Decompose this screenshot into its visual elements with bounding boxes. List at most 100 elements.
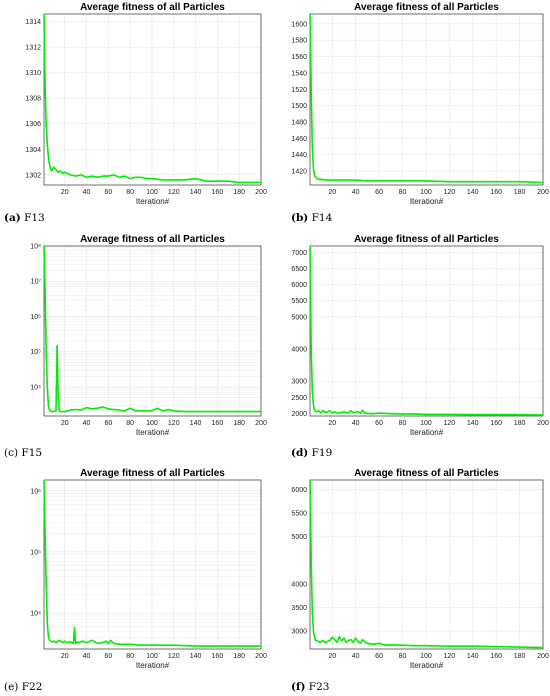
chart-panel-f19: 20 40 60 80 100 120 140 160 180 200 2000 2500 3000 40… xyxy=(275,232,550,464)
y-tick-label: 1580 xyxy=(291,38,307,45)
plot-area xyxy=(310,480,543,649)
caption-text-f23: F23 xyxy=(305,681,330,693)
chart-f22: 20 40 60 80 100 120 140 160 180 200 10⁴ 10⁵ 10⁶ Avera… xyxy=(30,468,267,670)
y-tick-label: 5500 xyxy=(291,298,307,305)
x-tick-label: 40 xyxy=(352,189,360,196)
x-tick-label: 60 xyxy=(104,189,112,196)
y-tick-label: 1600 xyxy=(291,21,307,28)
x-axis-label: Iteration# xyxy=(410,661,444,670)
y-tick-label: 3000 xyxy=(291,629,307,636)
fitness-series-line xyxy=(309,245,544,416)
x-axis-label: Iteration# xyxy=(136,661,170,670)
x-tick-label: 200 xyxy=(537,420,549,427)
x-tick-label: 180 xyxy=(233,189,245,196)
caption-text-f19: F19 xyxy=(308,447,333,459)
x-tick-label: 120 xyxy=(168,420,180,427)
x-tick-label: 140 xyxy=(190,653,202,660)
y-tick-label: 1312 xyxy=(25,45,41,52)
x-axis-label: Iteration# xyxy=(410,197,444,206)
x-tick-label: 20 xyxy=(328,189,336,196)
x-tick-label: 120 xyxy=(443,420,455,427)
y-tick-label: 1500 xyxy=(291,103,307,110)
x-tick-label: 180 xyxy=(233,420,245,427)
chart-title: Average fitness of all Particles xyxy=(354,468,499,479)
y-tick-label: 10⁶ xyxy=(30,314,41,321)
y-tick-label: 10⁷ xyxy=(31,279,42,286)
x-tick-label: 20 xyxy=(328,420,336,427)
x-tick-label: 100 xyxy=(420,189,432,196)
caption-text-f22: F22 xyxy=(18,681,43,693)
chart-f13: 20 40 60 80 100 120 140 160 180 200 1302 1304 1306 13… xyxy=(25,2,267,206)
chart-panel-f13: 20 40 60 80 100 120 140 160 180 200 1302 1304 1306 13… xyxy=(0,0,275,232)
plot-area xyxy=(310,246,543,416)
chart-title: Average fitness of all Particles xyxy=(80,2,225,13)
caption-tag-f22: (e) xyxy=(4,681,19,693)
y-tick-label: 3500 xyxy=(291,605,307,612)
chart-title: Average fitness of all Particles xyxy=(80,234,225,245)
y-tick-label: 5500 xyxy=(291,511,307,518)
x-tick-label: 100 xyxy=(420,653,432,660)
x-tick-label: 60 xyxy=(375,189,383,196)
y-tick-label: 1302 xyxy=(25,172,41,179)
x-tick-label: 200 xyxy=(255,420,267,427)
caption-tag-f19: (d) xyxy=(291,447,309,459)
x-tick-label: 180 xyxy=(514,653,526,660)
x-tick-label: 60 xyxy=(375,420,383,427)
plot-area xyxy=(310,14,543,185)
chart-f14: 20 40 60 80 100 120 140 160 180 200 1420 1440 1460 14… xyxy=(291,2,549,206)
x-tick-label: 120 xyxy=(168,653,180,660)
caption-f23: (f) F23 xyxy=(291,681,329,693)
x-axis-label: Iteration# xyxy=(136,197,170,206)
x-tick-label: 20 xyxy=(61,653,69,660)
caption-f14: (b) F14 xyxy=(291,212,332,224)
x-axis-label: Iteration# xyxy=(136,428,170,437)
y-tick-label: 7000 xyxy=(291,250,307,257)
caption-tag-f14: (b) xyxy=(291,212,309,224)
chart-title: Average fitness of all Particles xyxy=(354,234,499,245)
y-tick-label: 5000 xyxy=(291,534,307,541)
caption-tag-f23: (f) xyxy=(291,681,306,693)
caption-f13: (a) F13 xyxy=(4,212,45,224)
chart-f23: 20 40 60 80 100 120 140 160 180 200 3000 3500 4000 50… xyxy=(291,468,549,670)
x-tick-label: 80 xyxy=(399,653,407,660)
y-tick-label: 4000 xyxy=(291,581,307,588)
y-tick-label: 1420 xyxy=(291,169,307,176)
x-tick-label: 60 xyxy=(104,653,112,660)
y-tick-label: 1310 xyxy=(25,70,41,77)
chart-title: Average fitness of all Particles xyxy=(80,468,225,479)
y-tick-label: 10⁶ xyxy=(30,488,41,495)
x-tick-label: 80 xyxy=(399,189,407,196)
y-tick-label: 10⁵ xyxy=(30,549,41,556)
x-tick-label: 40 xyxy=(83,420,91,427)
x-tick-label: 20 xyxy=(61,189,69,196)
x-tick-label: 140 xyxy=(190,189,202,196)
caption-tag-f13: (a) xyxy=(4,212,21,224)
y-tick-label: 1308 xyxy=(25,96,41,103)
caption-text-f13: F13 xyxy=(20,212,45,224)
x-tick-label: 160 xyxy=(212,420,224,427)
y-tick-label: 4000 xyxy=(291,347,307,354)
x-tick-label: 100 xyxy=(146,189,158,196)
chart-f15: 20 40 60 80 100 120 140 160 180 200 10⁴ 10⁵ 10⁶ 10⁷ 10… xyxy=(30,234,267,437)
x-tick-label: 180 xyxy=(514,189,526,196)
y-tick-label: 1440 xyxy=(291,152,307,159)
x-tick-label: 160 xyxy=(212,189,224,196)
fitness-series-line xyxy=(43,479,261,647)
y-tick-label: 10⁴ xyxy=(30,611,41,618)
fitness-series-line xyxy=(43,13,261,184)
chart-panel-f14: 20 40 60 80 100 120 140 160 180 200 1420 1440 1460 14… xyxy=(275,0,550,232)
y-tick-label: 5000 xyxy=(291,314,307,321)
x-tick-label: 100 xyxy=(146,420,158,427)
x-tick-label: 40 xyxy=(83,189,91,196)
plot-area xyxy=(44,246,261,416)
caption-tag-f15: (c) xyxy=(4,447,19,459)
axes-frame xyxy=(43,245,262,417)
fitness-series-line xyxy=(43,245,261,413)
y-tick-label: 1520 xyxy=(291,87,307,94)
fitness-series-line xyxy=(309,13,544,184)
fitness-series-line xyxy=(309,479,544,649)
caption-text-f15: F15 xyxy=(18,447,43,459)
chart-f19: 20 40 60 80 100 120 140 160 180 200 2000 2500 3000 40… xyxy=(291,234,549,437)
axes-frame xyxy=(43,13,262,186)
x-tick-label: 160 xyxy=(490,420,502,427)
